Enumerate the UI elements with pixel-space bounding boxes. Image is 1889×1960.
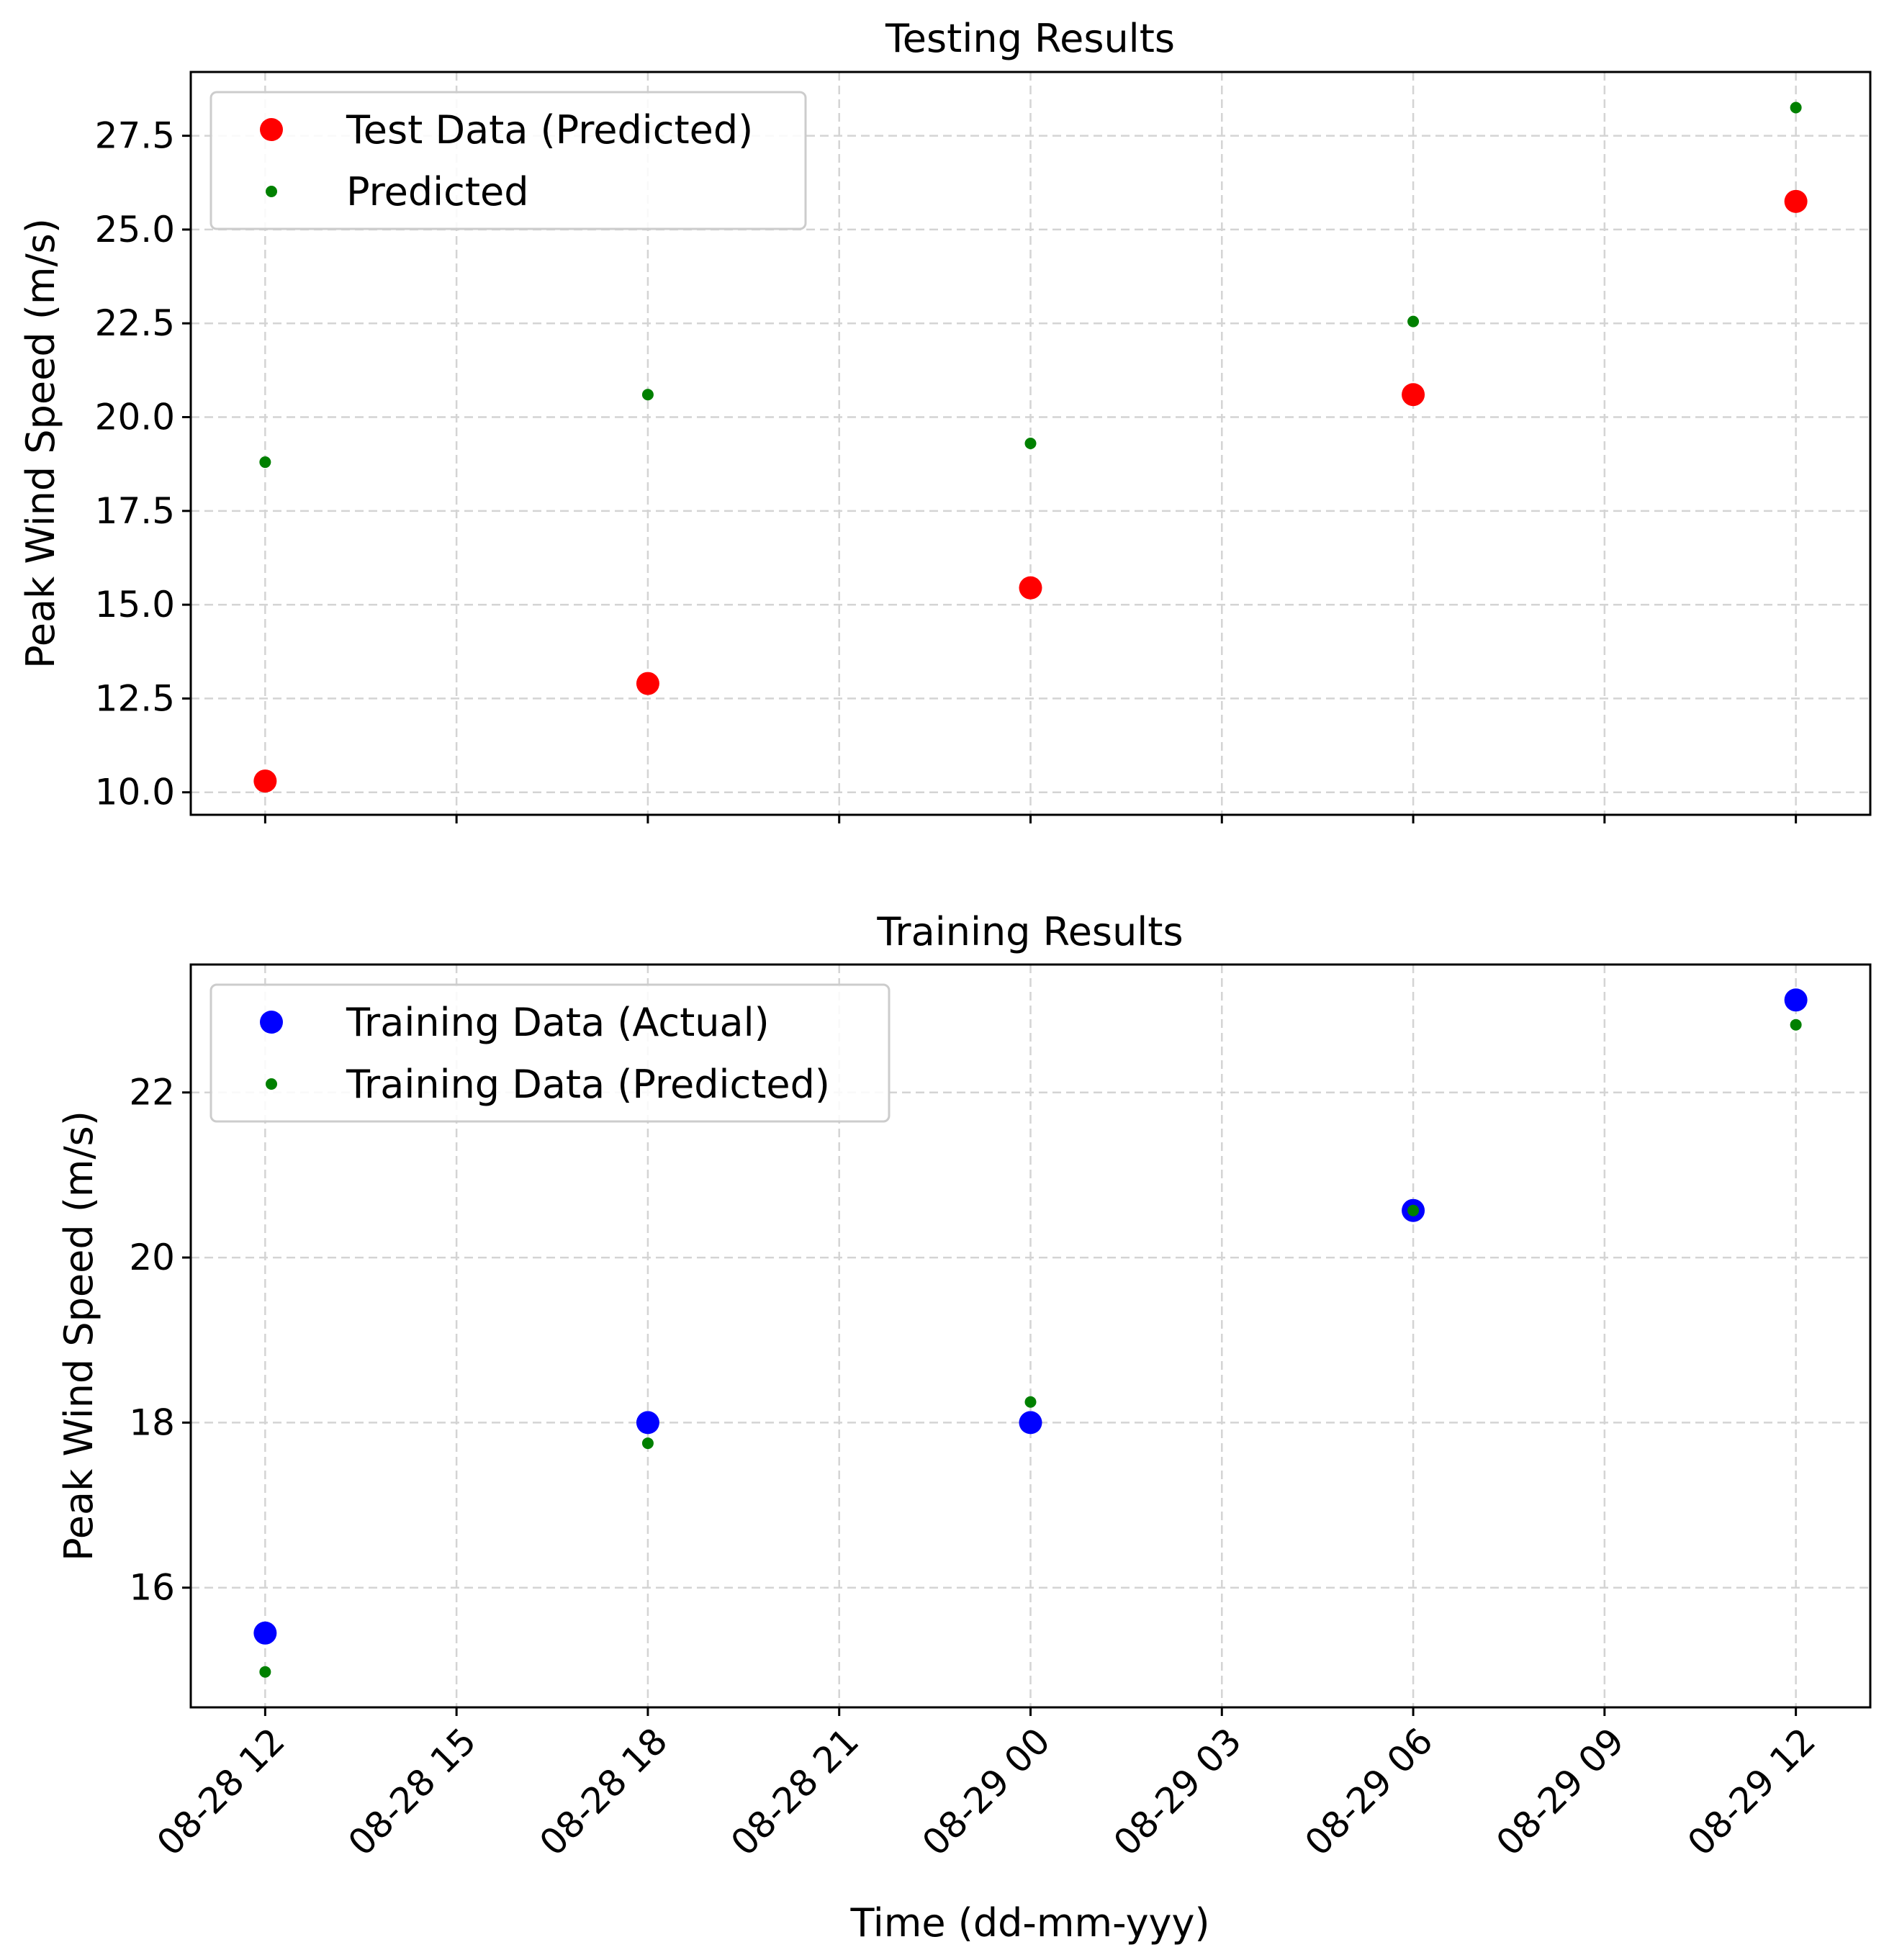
x-tick-label: 08-28 21 — [723, 1720, 867, 1864]
data-point — [253, 1621, 277, 1645]
data-point — [1407, 315, 1420, 328]
data-point — [259, 456, 271, 469]
data-point — [636, 672, 659, 695]
legend-marker — [260, 1011, 283, 1034]
x-tick-label: 08-29 12 — [1680, 1720, 1823, 1864]
legend — [209, 983, 891, 1123]
y-tick-label: 16 — [129, 1567, 175, 1609]
y-tick-label: 18 — [129, 1401, 175, 1443]
data-point — [1019, 576, 1042, 600]
legend-marker — [266, 1078, 277, 1090]
data-point — [253, 769, 277, 793]
training-results-panel: Training Results 16 18 20 22 Peak Wind Spee… — [56, 909, 1872, 1946]
data-point — [641, 389, 654, 401]
y-axis-label: Peak Wind Speed (m/s) — [18, 218, 63, 669]
y-tick-label: 20.0 — [95, 397, 175, 438]
data-point — [1024, 1396, 1037, 1408]
y-tick-label: 20 — [129, 1237, 175, 1278]
testing-results-panel: Testing Results 10.0 12.5 15.0 17.5 20.0 22.5… — [18, 16, 1872, 823]
plot-frame — [189, 963, 1872, 1709]
data-point — [1790, 1019, 1802, 1031]
data-point — [1024, 438, 1037, 449]
data-point — [636, 1411, 659, 1435]
data-point — [1402, 383, 1425, 407]
x-tick-label: 08-29 09 — [1488, 1720, 1632, 1864]
data-point — [259, 1666, 271, 1678]
x-tick-label: 08-29 06 — [1297, 1720, 1441, 1864]
data-point — [1784, 189, 1808, 213]
panel-title: Testing Results — [885, 16, 1175, 61]
x-tick-label: 08-29 00 — [914, 1720, 1058, 1864]
legend-label: Training Data (Actual) — [346, 1000, 770, 1045]
y-tick-label: 17.5 — [95, 490, 175, 532]
data-point — [1784, 988, 1808, 1012]
plot-frame — [189, 71, 1872, 816]
x-axis-label: Time (dd-mm-yyy) — [849, 1900, 1209, 1946]
y-tick-label: 12.5 — [95, 677, 175, 719]
data-point — [1407, 1204, 1420, 1216]
y-tick-label: 25.0 — [95, 209, 175, 250]
legend — [209, 91, 807, 230]
legend-label: Predicted — [346, 169, 529, 214]
y-tick-label: 22.5 — [95, 302, 175, 344]
y-tick-label: 27.5 — [95, 115, 175, 157]
x-tick-label: 08-29 03 — [1106, 1720, 1250, 1864]
y-tick-label: 22 — [129, 1072, 175, 1114]
x-tick-label: 08-28 12 — [149, 1720, 293, 1864]
x-tick-label: 08-28 18 — [531, 1720, 675, 1864]
y-tick-label: 15.0 — [95, 584, 175, 626]
x-tick-label: 08-28 15 — [341, 1720, 484, 1864]
data-point — [1790, 101, 1802, 114]
legend-label: Training Data (Predicted) — [346, 1062, 830, 1107]
legend-marker — [266, 186, 277, 197]
y-axis-label: Peak Wind Speed (m/s) — [56, 1111, 102, 1561]
legend-marker — [260, 118, 283, 141]
data-point — [1019, 1411, 1042, 1435]
panel-title: Training Results — [876, 909, 1183, 954]
legend-label: Test Data (Predicted) — [346, 107, 753, 153]
y-tick-label: 10.0 — [95, 772, 175, 813]
data-point — [641, 1437, 654, 1450]
